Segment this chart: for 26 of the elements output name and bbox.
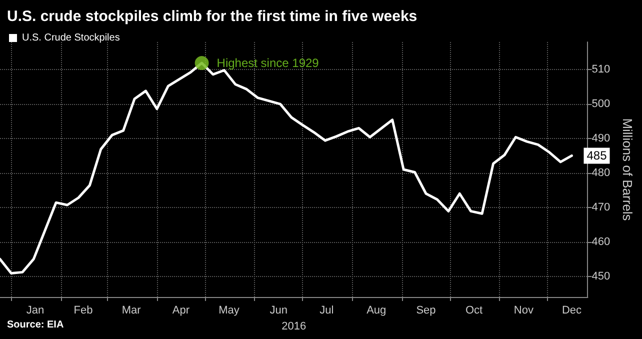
x-tick-label: Mar — [122, 304, 142, 316]
x-tick-label: May — [218, 304, 240, 316]
x-tick-label: Feb — [74, 304, 93, 316]
y-tick-label: 500 — [592, 98, 610, 110]
y-tick-label: 480 — [592, 166, 610, 179]
x-tick-label: Nov — [514, 304, 534, 316]
y-tick-label: 460 — [592, 236, 610, 248]
x-axis-title: 2016 — [282, 320, 306, 332]
annotation: Highest since 1929 — [216, 56, 320, 70]
y-tick-label: 450 — [592, 270, 610, 282]
chart-title: U.S. crude stockpiles climb for the first time in five weeks — [7, 8, 418, 25]
x-tick-label: Jun — [270, 304, 288, 316]
x-tick-label: Oct — [465, 304, 483, 316]
x-tick-label: Dec — [562, 304, 582, 316]
y-axis-title: Millions of Barrels — [620, 118, 635, 222]
x-tick-label: Aug — [366, 304, 386, 316]
data-label: 485 — [586, 148, 608, 163]
source-note: Source: EIA — [7, 320, 64, 330]
y-tick-label: 510 — [592, 64, 610, 76]
x-tick-label: Sep — [416, 304, 436, 316]
y-tick-label: 490 — [592, 132, 610, 144]
y-tick-label: 470 — [592, 201, 610, 214]
x-tick-label: Jan — [26, 304, 44, 316]
x-tick-label: Jul — [320, 304, 334, 316]
legend-label: U.S. Crude Stockpiles — [22, 32, 120, 44]
x-tick-label: Apr — [172, 304, 190, 316]
